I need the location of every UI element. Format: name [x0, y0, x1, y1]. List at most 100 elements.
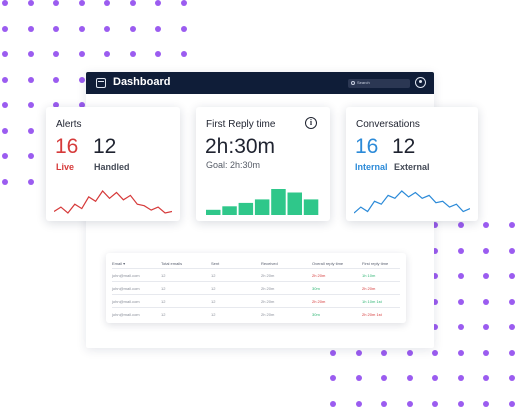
table-cell-total: 12 [161, 312, 166, 317]
decorative-dot [406, 375, 413, 381]
decorative-dot [53, 102, 59, 108]
conversations-external-count: 12 [392, 135, 416, 158]
reply-bar [222, 206, 237, 215]
table-row[interactable]: john@mail.com 12 12 2h 20m 30m 2h 20m 1st [112, 307, 400, 319]
table-header-overall-reply: Overall reply time [312, 261, 344, 266]
table-header-first-reply: First reply time [362, 261, 389, 266]
decorative-dot [78, 25, 85, 32]
table-cell-sent: 12 [211, 299, 216, 304]
decorative-dot [78, 51, 85, 57]
decorative-dot [355, 400, 362, 407]
chevron-down-icon[interactable]: ▾ [123, 261, 126, 266]
table-cell-overall: 2h 20m [312, 273, 326, 278]
decorative-dot [53, 51, 59, 57]
decorative-dot [355, 349, 362, 356]
decorative-dot [27, 0, 34, 6]
conversations-card-title: Conversations [356, 119, 420, 130]
table-header-email-label: Email [112, 261, 123, 266]
table-cell-overall: 30m [312, 286, 320, 291]
table-cell-sent: 12 [211, 273, 216, 278]
table-cell-received: 2h 20m [261, 273, 275, 278]
reply-bar [254, 199, 270, 215]
table-cell-email: john@mail.com [112, 312, 140, 317]
table-cell-overall: 30m [312, 312, 320, 317]
reply-bar [303, 199, 319, 215]
decorative-dot [2, 153, 8, 159]
decorative-dot [129, 25, 136, 32]
app-title: Dashboard [113, 76, 171, 88]
decorative-dot [483, 400, 489, 407]
decorative-dot [508, 247, 515, 254]
search-placeholder: Search [357, 80, 370, 85]
table-cell-total: 12 [161, 286, 166, 291]
table-cell-total: 12 [161, 273, 166, 278]
decorative-dot [180, 25, 187, 32]
table-cell-first: 1h 10m [362, 273, 376, 278]
first-reply-value: 2h:30m [205, 135, 276, 158]
sparkline-path [54, 190, 172, 214]
decorative-dot [27, 25, 34, 32]
alerts-card[interactable]: Alerts 16 12 Live Handled [46, 107, 180, 221]
conversations-internal-count: 16 [355, 135, 379, 158]
decorative-dot [406, 349, 413, 356]
table-cell-received: 2h 20m [261, 312, 275, 317]
decorative-dot [432, 222, 438, 228]
reply-bar [206, 209, 221, 215]
decorative-dot [155, 25, 161, 32]
reply-bar [287, 192, 302, 215]
decorative-dot [508, 298, 515, 305]
email-stats-table: Email ▾ Total emails Sent Received Overa… [106, 253, 406, 323]
decorative-dot [27, 153, 34, 159]
user-avatar-icon[interactable] [415, 77, 426, 88]
table-row[interactable]: john@mail.com 12 12 2h 20m 2h 20m 1h 10m 1st [112, 294, 400, 306]
decorative-dot [27, 76, 34, 83]
search-icon [351, 81, 355, 85]
top-nav-bar: Dashboard Search [86, 72, 434, 94]
decorative-dot [432, 247, 438, 254]
table-cell-sent: 12 [211, 312, 216, 317]
decorative-dot [457, 222, 464, 228]
table-header-total: Total emails [161, 261, 183, 266]
decorative-dot [155, 51, 161, 57]
decorative-dot [155, 0, 161, 6]
reply-bar [271, 189, 286, 215]
alerts-live-label: Live [56, 162, 75, 172]
first-reply-bar-chart [206, 189, 319, 215]
table-header-sent: Sent [211, 261, 220, 266]
table-cell-email: john@mail.com [112, 286, 140, 291]
table-row[interactable]: john@mail.com 12 12 2h 20m 30m 2h 20m [112, 281, 400, 293]
decorative-dot [2, 25, 8, 32]
search-input[interactable]: Search [348, 79, 410, 88]
decorative-dot [508, 273, 515, 279]
table-cell-total: 12 [161, 299, 166, 304]
first-reply-card[interactable]: First Reply time i 2h:30m Goal: 2h:30m [196, 107, 330, 221]
decorative-dot [381, 400, 387, 407]
decorative-dot [104, 0, 110, 6]
app-menu-icon[interactable] [96, 78, 106, 88]
table-cell-email: john@mail.com [112, 273, 140, 278]
decorative-dot [457, 349, 464, 356]
decorative-dot [53, 25, 59, 32]
decorative-dot [2, 51, 8, 57]
info-icon[interactable]: i [305, 117, 317, 129]
conversations-card[interactable]: Conversations 16 12 Internal External [346, 107, 478, 221]
decorative-dot [483, 298, 489, 305]
table-header-email[interactable]: Email ▾ [112, 261, 125, 266]
decorative-dot [355, 375, 362, 381]
decorative-dot [508, 222, 515, 228]
decorative-dot [457, 298, 464, 305]
decorative-dot [53, 76, 59, 83]
decorative-dot [180, 51, 187, 57]
table-row[interactable]: john@mail.com 12 12 2h 20m 2h 20m 1h 10m [112, 268, 400, 280]
conversations-external-label: External [394, 162, 430, 172]
decorative-dot [180, 0, 187, 6]
decorative-dot [457, 273, 464, 279]
decorative-dot [457, 375, 464, 381]
decorative-dot [483, 222, 489, 228]
decorative-dot [27, 102, 34, 108]
decorative-dot [381, 349, 387, 356]
first-reply-goal: Goal: 2h:30m [206, 160, 261, 170]
decorative-dot [508, 349, 515, 356]
decorative-dot [432, 324, 438, 330]
decorative-dot [432, 349, 438, 356]
